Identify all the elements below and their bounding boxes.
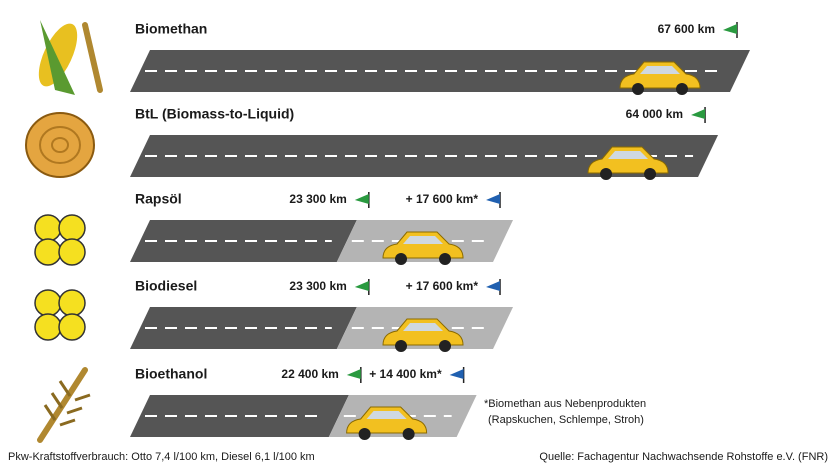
category-label: BtL (Biomass-to-Liquid)	[135, 106, 294, 122]
car-wheel	[632, 83, 644, 95]
flag	[450, 369, 464, 379]
icon-rape-flower	[35, 290, 85, 340]
road-segment	[130, 220, 357, 262]
car-wheel	[439, 340, 451, 352]
car-wheel	[395, 253, 407, 265]
car-wheel	[439, 253, 451, 265]
flag	[486, 281, 500, 291]
flag	[723, 24, 737, 34]
value-label: + 14 400 km*	[369, 367, 442, 381]
value-label: 22 400 km	[281, 367, 338, 381]
value-label: + 17 600 km*	[406, 192, 479, 206]
flag	[486, 194, 500, 204]
flag	[355, 194, 369, 204]
flag	[691, 109, 705, 119]
flag	[355, 281, 369, 291]
icon-wheat	[40, 370, 90, 440]
car-wheel	[359, 428, 371, 440]
icon-corn	[31, 18, 100, 95]
car-wheel	[395, 340, 407, 352]
road-segment	[130, 307, 357, 349]
value-label: + 17 600 km*	[406, 279, 479, 293]
footnote: (Rapskuchen, Schlempe, Stroh)	[488, 414, 644, 426]
category-label: Rapsöl	[135, 191, 182, 207]
footnote: *Biomethan aus Nebenprodukten	[484, 398, 646, 410]
car-wheel	[676, 83, 688, 95]
category-label: Biodiesel	[135, 278, 197, 294]
car-wheel	[644, 168, 656, 180]
flag	[347, 369, 361, 379]
car-wheel	[403, 428, 415, 440]
value-label: 23 300 km	[289, 279, 346, 293]
icon-hay-bale	[26, 113, 94, 177]
source: Quelle: Fachagentur Nachwachsende Rohsto…	[539, 451, 828, 463]
category-label: Bioethanol	[135, 366, 207, 382]
chart: Pkw-Kraftstoffverbrauch: Otto 7,4 l/100 …	[0, 0, 835, 470]
note: Pkw-Kraftstoffverbrauch: Otto 7,4 l/100 …	[8, 451, 315, 463]
value-label: 67 600 km	[658, 22, 715, 36]
icon-rape-flower	[35, 215, 85, 265]
category-label: Biomethan	[135, 21, 207, 37]
value-label: 23 300 km	[289, 192, 346, 206]
car-wheel	[600, 168, 612, 180]
value-label: 64 000 km	[626, 107, 683, 121]
